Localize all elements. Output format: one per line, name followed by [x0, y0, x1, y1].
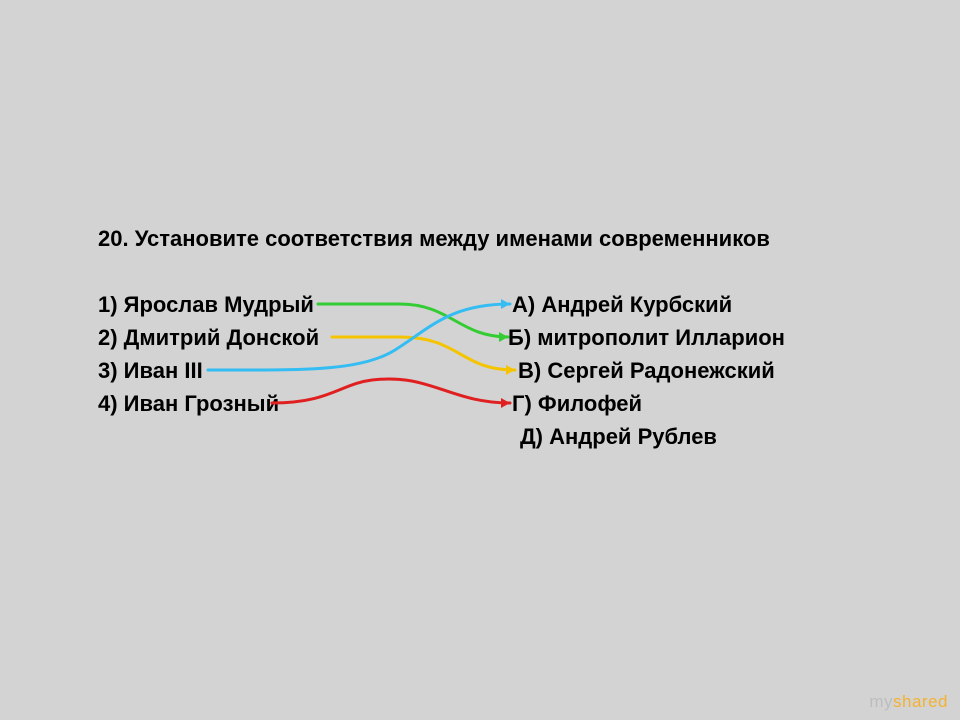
link-4-g-arrow	[501, 398, 510, 408]
link-1-b-arrow	[499, 332, 508, 342]
right-item-b: Б) митрополит Илларион	[508, 325, 785, 351]
slide: 20. Установите соответствия между именам…	[0, 0, 960, 720]
watermark-prefix: my	[869, 692, 893, 711]
link-4-g	[272, 379, 510, 403]
link-1-b	[318, 304, 508, 337]
left-item-3: 3) Иван III	[98, 358, 203, 384]
watermark-accent: shared	[893, 692, 948, 711]
link-2-v	[332, 337, 515, 370]
link-3-a-arrow	[501, 299, 510, 309]
right-item-g: Г) Филофей	[512, 391, 642, 417]
left-item-1: 1) Ярослав Мудрый	[98, 292, 314, 318]
right-item-v: В) Сергей Радонежский	[518, 358, 775, 384]
right-item-d: Д) Андрей Рублев	[520, 424, 717, 450]
watermark: myshared	[869, 692, 948, 712]
link-2-v-arrow	[506, 365, 515, 375]
right-item-a: А) Андрей Курбский	[512, 292, 732, 318]
left-item-2: 2) Дмитрий Донской	[98, 325, 319, 351]
question-title: 20. Установите соответствия между именам…	[98, 226, 770, 252]
left-item-4: 4) Иван Грозный	[98, 391, 279, 417]
